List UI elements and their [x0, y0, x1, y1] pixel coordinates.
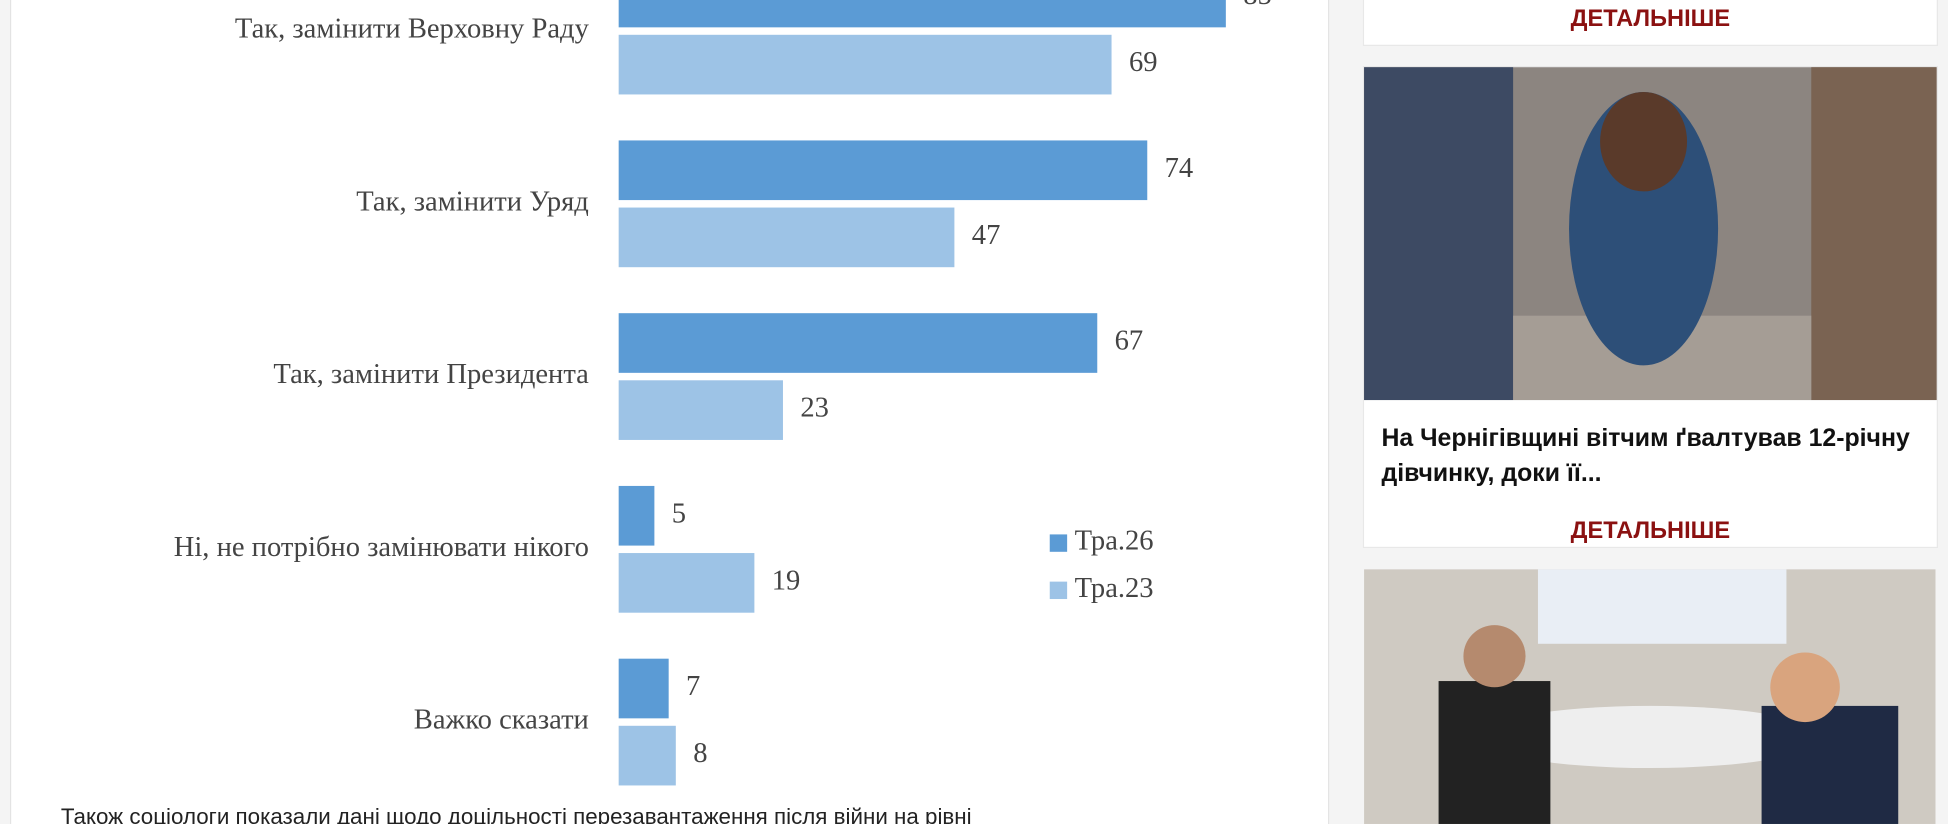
bar	[618, 553, 755, 613]
legend-label: Тра.26	[1075, 526, 1154, 557]
card: ДЕТАЛЬНІШЕ	[1362, 0, 1938, 46]
bar	[618, 313, 1098, 373]
value-label: 74	[1165, 153, 1194, 184]
bar	[618, 725, 676, 786]
category-label: Ні, не потрібно замінювати нікого	[174, 532, 589, 563]
value-label: 47	[972, 220, 1001, 251]
legend-label: Тра.23	[1075, 573, 1154, 604]
bar	[618, 658, 669, 719]
more-button[interactable]: ДЕТАЛЬНІШЕ	[1570, 518, 1731, 545]
value-label: 19	[772, 565, 801, 596]
value-label: 23	[800, 393, 829, 424]
value-label: 8	[693, 738, 707, 769]
headline[interactable]: На Чернігівщині вітчим ґвалтував 12-річн…	[1381, 425, 1910, 488]
category-label: Так, замінити Президента	[273, 359, 589, 390]
article-text: Також соціологи показали дані щодо доціл…	[60, 804, 972, 824]
bar	[618, 34, 1112, 95]
legend-swatch	[1049, 581, 1068, 600]
card: На Чернігівщині вітчим ґвалтував 12-річн…	[1362, 65, 1938, 549]
value-label: 67	[1115, 326, 1144, 357]
bar	[618, 0, 1226, 28]
value-label: 85	[1243, 0, 1272, 11]
news-image[interactable]	[1364, 569, 1936, 824]
news-image[interactable]	[1364, 67, 1937, 401]
category-label: Так, замінити Уряд	[356, 186, 589, 217]
category-label: Так, замінити Верховну Раду	[235, 14, 590, 45]
value-label: 69	[1129, 47, 1158, 78]
bar	[618, 380, 783, 440]
value-label: 5	[672, 498, 686, 529]
bar	[618, 140, 1148, 201]
more-button[interactable]: ДЕТАЛЬНІШЕ	[1570, 6, 1731, 33]
category-label: Важко сказати	[414, 705, 589, 736]
article: Так, замінити Верховну Раду8569Так, замі…	[9, 0, 1330, 824]
value-label: 7	[686, 671, 700, 702]
legend-swatch	[1049, 534, 1068, 552]
bar	[618, 485, 655, 546]
chart: Так, замінити Верховну Раду8569Так, замі…	[174, 0, 1272, 786]
bar	[618, 207, 955, 268]
